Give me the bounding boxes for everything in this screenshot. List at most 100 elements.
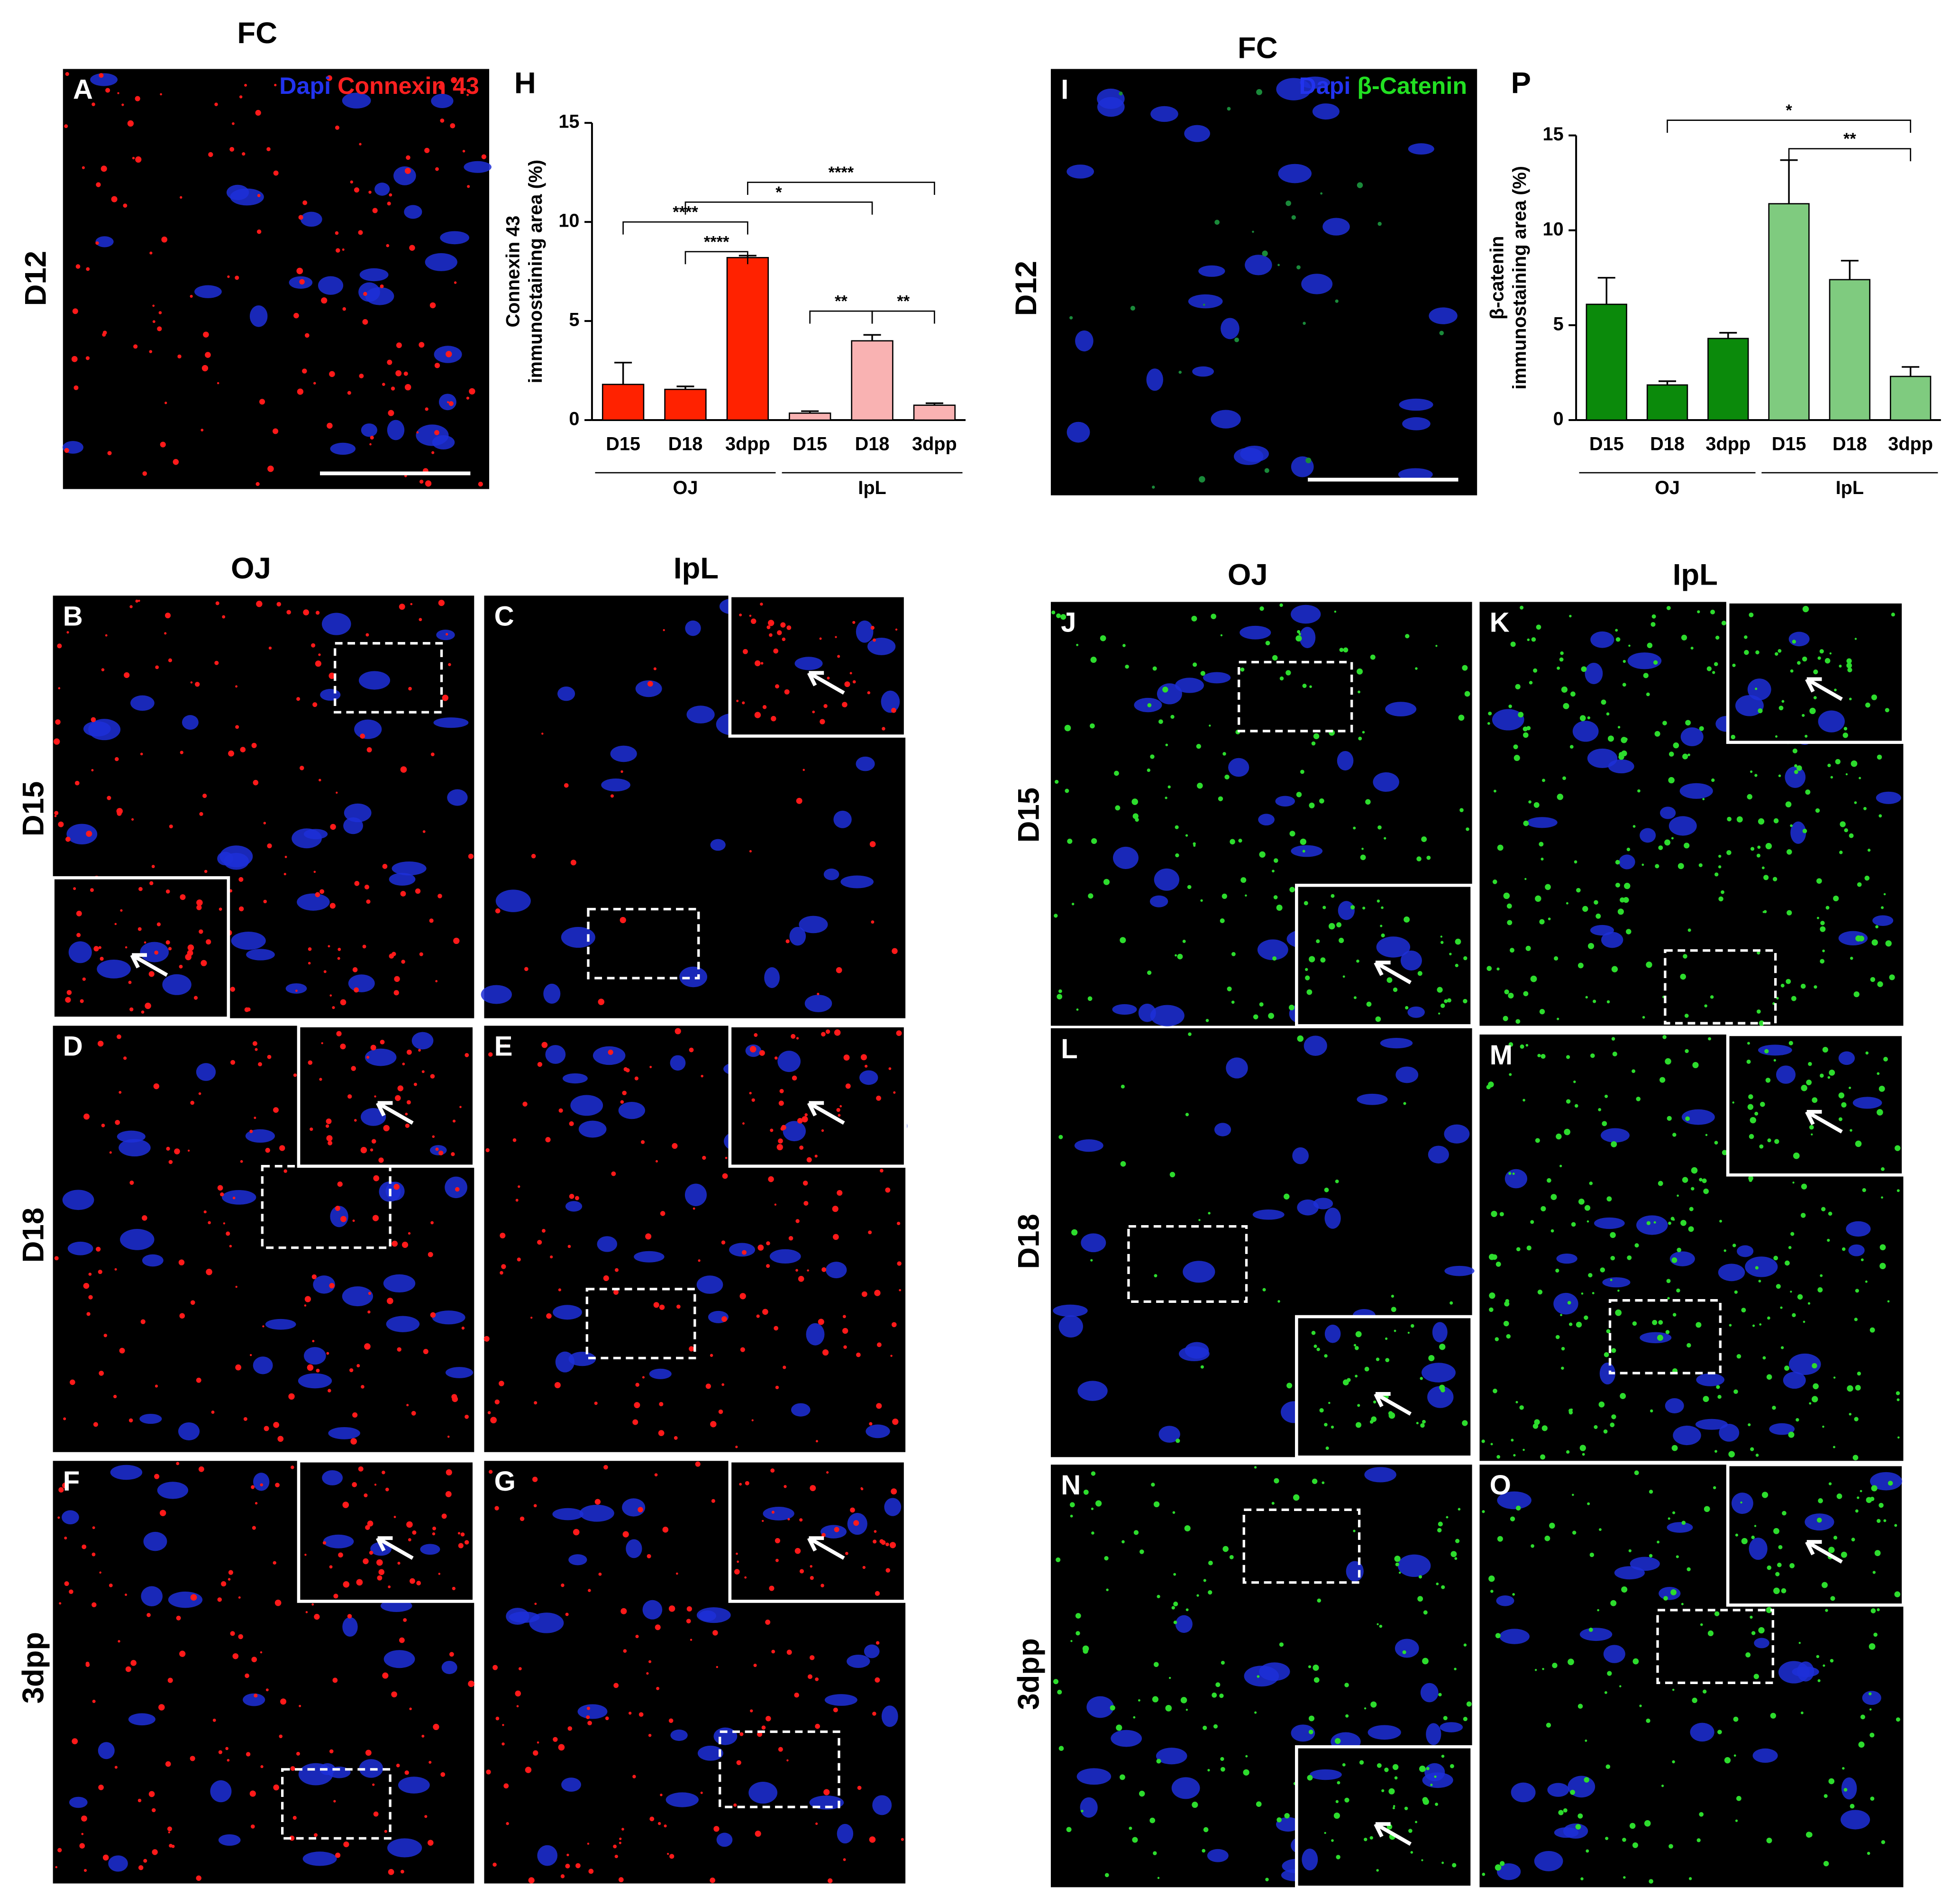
signal-dot	[494, 1399, 500, 1405]
arrow	[807, 671, 845, 695]
signal-dot	[340, 1216, 347, 1222]
signal-dot	[1489, 1307, 1494, 1312]
signal-dot	[1690, 646, 1694, 650]
nucleus	[1428, 1145, 1449, 1163]
signal-dot	[1816, 1655, 1820, 1658]
signal-dot	[771, 716, 776, 722]
signal-dot	[1585, 1739, 1587, 1742]
signal-dot	[161, 236, 168, 243]
signal-dot	[154, 950, 159, 955]
nucleus	[411, 1032, 434, 1050]
signal-dot	[57, 1516, 60, 1519]
error-bar	[1719, 332, 1737, 339]
signal-dot	[1578, 1199, 1585, 1205]
signal-dot	[767, 620, 775, 626]
signal-dot	[1067, 838, 1073, 844]
signal-dot	[1362, 907, 1366, 910]
signal-dot	[1408, 1829, 1413, 1833]
signal-dot	[311, 1274, 317, 1280]
signal-dot	[837, 1190, 843, 1196]
signal-dot	[199, 812, 203, 816]
signal-dot	[1820, 921, 1825, 925]
signal-dot	[1403, 1102, 1406, 1105]
signal-dot	[1855, 1384, 1861, 1391]
nucleus	[506, 1608, 529, 1625]
nucleus	[1838, 931, 1868, 945]
signal-dot	[1575, 1104, 1578, 1108]
signal-dot	[1719, 1219, 1722, 1223]
signal-dot	[769, 1585, 775, 1591]
signal-dot	[70, 1379, 75, 1385]
micrograph: A Dapi Connexin 43	[63, 69, 492, 489]
signal-dot	[447, 1436, 450, 1438]
signal-dot	[1407, 1331, 1410, 1334]
signal-dot	[1344, 1683, 1349, 1687]
signal-dot	[1229, 1555, 1234, 1559]
signal-dot	[1672, 1133, 1677, 1137]
signal-dot	[1766, 1374, 1772, 1380]
signal-dot	[342, 307, 346, 311]
signal-dot	[1841, 1247, 1846, 1251]
signal-dot	[812, 710, 815, 714]
signal-dot	[641, 1140, 645, 1144]
signal-dot	[358, 1466, 364, 1472]
signal-dot	[1885, 708, 1889, 713]
nucleus	[447, 789, 468, 806]
signal-dot	[1777, 1562, 1782, 1567]
signal-dot	[1222, 1546, 1229, 1552]
signal-dot	[173, 459, 179, 465]
signal-dot	[1727, 816, 1732, 822]
signal-dot	[828, 1878, 833, 1884]
signal-dot	[380, 284, 384, 288]
signal-dot	[114, 923, 117, 925]
signal-dot	[359, 374, 364, 378]
signal-dot	[1203, 1827, 1209, 1832]
signal-dot	[366, 747, 372, 752]
signal-dot	[1758, 1627, 1765, 1634]
signal-dot	[1462, 665, 1468, 671]
nucleus	[342, 1286, 374, 1307]
signal-dot	[660, 1794, 663, 1796]
signal-dot	[329, 903, 336, 909]
signal-dot	[135, 156, 142, 163]
signal-dot	[1778, 705, 1784, 711]
signal-dot	[1391, 1307, 1396, 1312]
signal-dot	[1668, 1221, 1671, 1225]
nucleus	[1244, 1666, 1279, 1687]
signal-dot	[1459, 808, 1464, 812]
signal-dot	[330, 824, 336, 830]
signal-dot	[1536, 624, 1541, 630]
signal-dot	[228, 750, 235, 757]
signal-dot	[823, 704, 828, 708]
nucleus	[98, 1742, 115, 1759]
signal-dot	[153, 1083, 160, 1090]
signal-dot	[1576, 1321, 1582, 1328]
signal-dot	[468, 853, 474, 859]
signal-dot	[114, 1268, 117, 1271]
signal-dot	[1634, 1470, 1639, 1475]
nucleus	[445, 1367, 474, 1378]
signal-dot	[736, 1760, 741, 1765]
signal-dot	[1324, 1187, 1329, 1192]
signal-dot	[1827, 763, 1831, 768]
panel-letter: E	[494, 1031, 513, 1062]
nucleus	[823, 868, 839, 880]
signal-dot	[528, 1877, 535, 1884]
nucleus	[1203, 672, 1231, 684]
signal-dot	[328, 1140, 333, 1145]
signal-dot	[488, 1470, 493, 1474]
signal-dot	[842, 702, 848, 707]
nucleus	[713, 1727, 738, 1745]
signal-dot	[1710, 995, 1714, 999]
signal-dot	[1649, 1879, 1653, 1884]
bar	[1586, 303, 1627, 421]
signal-dot	[1371, 1416, 1377, 1422]
signal-dot	[1681, 1520, 1686, 1525]
signal-dot	[573, 1529, 580, 1536]
signal-dot	[843, 1054, 850, 1061]
signal-dot	[1525, 1044, 1529, 1047]
signal-dot	[1692, 1062, 1699, 1069]
nucleus	[1681, 1109, 1715, 1125]
signal-dot	[419, 618, 422, 622]
signal-dot	[73, 887, 76, 890]
